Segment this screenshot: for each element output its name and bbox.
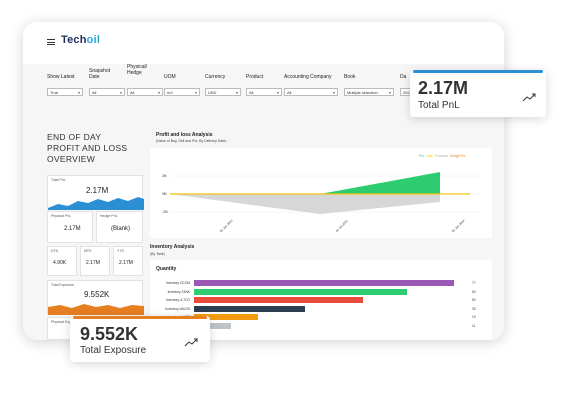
hamburger-menu-icon[interactable]: [47, 39, 55, 45]
bar-category-label: Inventory-TANK: [167, 289, 190, 294]
overlay-accent-bar: [413, 70, 543, 73]
filter-label: Currency: [205, 74, 226, 80]
pnl-chart-panel: PnL Sale Purchase Hedge PnL 2M 0M -2M 01…: [150, 148, 492, 238]
ytd-card[interactable]: YTD 2.17M: [113, 246, 143, 276]
filter-label: Snapshot Date: [89, 68, 111, 80]
app-logo: Techoil: [61, 34, 101, 46]
inventory-bar[interactable]: [194, 297, 363, 303]
bar-category-label: Inventory-VALOS: [165, 306, 190, 311]
snapshot-date-select[interactable]: All: [89, 88, 125, 96]
pnl-chart-subtitle: (Value of Buy, Sell and PnL By Delivery …: [156, 139, 227, 143]
pnl-chart-title: Profit and loss Analysis: [156, 132, 213, 138]
total-exposure-card[interactable]: Total Exposure 9.552K: [47, 280, 144, 315]
bar-value-label: 11: [472, 323, 476, 328]
filter-label: Da: [400, 74, 407, 80]
bar-value-label: 50: [472, 298, 476, 302]
inventory-bar[interactable]: [194, 288, 407, 295]
overlay-exposure-label: Total Exposure: [80, 345, 147, 356]
pnl-area-chart: [170, 172, 480, 214]
filter-label: Product: [246, 74, 264, 80]
hedge-pnl-card[interactable]: Hedge PnL (Blank): [96, 211, 143, 243]
page-title: END OF DAY PROFIT AND LOSS OVERVIEW: [47, 132, 128, 164]
bar-value-label: 19: [472, 315, 476, 319]
trend-up-icon: [184, 338, 198, 347]
filter-bar: Show Latest True Snapshot Date All Physi…: [47, 64, 504, 118]
inventory-bar[interactable]: [194, 314, 259, 320]
filter-label: Accounting Company: [284, 74, 332, 80]
exposure-sparkline: [48, 304, 144, 315]
overlay-exposure-value: 9.552K: [80, 324, 139, 344]
show-latest-select[interactable]: True: [47, 88, 83, 96]
pnl-legend: PnL Sale Purchase Hedge PnL: [419, 154, 466, 158]
bar-value-label: 63: [472, 289, 476, 294]
accounting-company-select[interactable]: All: [284, 88, 338, 96]
product-select[interactable]: All: [246, 88, 282, 96]
overlay-accent-bar: [73, 316, 207, 319]
filter-label: Show Latest: [47, 74, 75, 80]
inventory-bar[interactable]: [194, 305, 306, 312]
total-pnl-overlay[interactable]: 2.17M Total PnL: [410, 70, 546, 117]
bar-category-label: Inventory-OCOM: [165, 281, 190, 285]
total-pnl-card[interactable]: Total PnL 2.17M: [47, 175, 144, 210]
bar-value-label: 33: [472, 306, 476, 311]
uom-select[interactable]: m3: [164, 88, 200, 96]
bar-category-label: Inventory-A-TCO: [165, 298, 190, 302]
dtd-card[interactable]: DTD 4.90K: [47, 246, 77, 276]
filter-label: UOM: [164, 74, 176, 80]
top-bar: Techoil: [23, 22, 504, 64]
mtd-card[interactable]: MTD 2.17M: [80, 246, 110, 276]
filter-label: Book: [344, 74, 356, 80]
inventory-title: Inventory Analysis: [150, 244, 195, 250]
physical-pnl-card[interactable]: Physical PnL 2.17M: [47, 211, 93, 243]
book-select[interactable]: Multiple selection: [344, 88, 394, 96]
inventory-bar[interactable]: [194, 322, 232, 329]
overlay-pnl-label: Total PnL: [418, 100, 460, 111]
filter-label: Physical/ Hedge: [127, 64, 148, 76]
total-pnl-value: 2.17M: [86, 186, 109, 195]
bar-value-label: 77: [472, 281, 476, 285]
inventory-subtitle: (By Tank): [150, 252, 165, 256]
pnl-sparkline: [48, 197, 144, 210]
inventory-bar[interactable]: [194, 280, 454, 286]
trend-up-icon: [522, 93, 536, 102]
currency-select[interactable]: USD: [205, 88, 241, 96]
quantity-label: Quantity: [156, 266, 177, 272]
total-exposure-overlay[interactable]: 9.552K Total Exposure: [70, 316, 210, 362]
physical-hedge-select[interactable]: All: [127, 88, 163, 96]
overlay-pnl-value: 2.17M: [418, 78, 469, 98]
